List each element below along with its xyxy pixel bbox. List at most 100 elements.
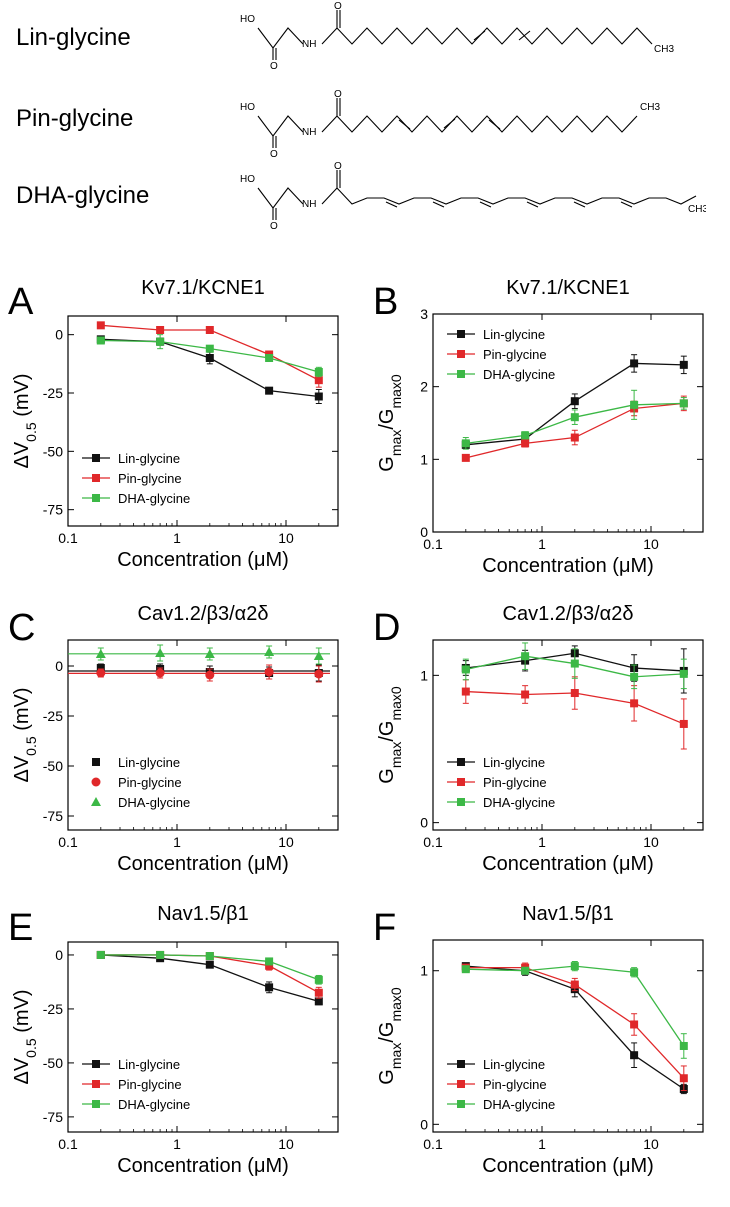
x-axis-label: Concentration (μM)	[482, 555, 654, 577]
legend-marker	[91, 797, 101, 806]
data-point	[264, 667, 274, 677]
data-point	[521, 439, 530, 448]
y-axis-label: Gmax/Gmax0	[376, 987, 404, 1085]
atom-ch3: CH3	[688, 204, 706, 215]
legend: Lin-glycine Pin-glycine DHA-glycine	[82, 451, 190, 506]
x-tick-label: 0.1	[58, 1136, 78, 1152]
atom-ho: HO	[240, 14, 255, 25]
data-point	[314, 997, 323, 1006]
series-pin-glycine	[68, 664, 330, 683]
y-tick-label: 0	[55, 658, 63, 674]
data-point	[630, 1020, 639, 1029]
data-point	[96, 321, 105, 330]
legend-label: Pin-glycine	[118, 1077, 182, 1092]
series-line	[100, 954, 320, 994]
data-point	[521, 431, 530, 440]
plot-frame	[67, 639, 339, 831]
data-point	[679, 399, 688, 408]
atom-nh: NH	[302, 127, 316, 138]
legend-marker	[457, 330, 465, 338]
data-point	[155, 668, 165, 678]
legend-label: DHA-glycine	[483, 795, 555, 810]
data-point	[205, 960, 214, 969]
y-tick-label: -50	[43, 1055, 63, 1071]
legend-marker	[457, 758, 465, 766]
y-tick-label: -75	[43, 1109, 63, 1125]
y-axis-label: Gmax/Gmax0	[376, 686, 404, 784]
legend-marker	[91, 777, 101, 787]
data-point	[265, 354, 274, 362]
chart-e: E Nav1.5/β1 0.1 1 10 0 -25 -50 -75 Concentration …	[8, 903, 339, 1177]
plot-frame	[432, 313, 704, 533]
legend-label: Lin-glycine	[118, 755, 180, 770]
x-tick-label: 0.1	[423, 1136, 443, 1152]
x-axis-label: Concentration (μM)	[117, 1155, 289, 1177]
x-tick-label: 0.1	[423, 834, 443, 850]
legend-marker	[457, 1080, 465, 1088]
x-tick-label: 10	[278, 530, 294, 546]
data-point	[265, 957, 274, 966]
data-point	[265, 386, 274, 395]
legend-label: DHA-glycine	[118, 1097, 190, 1112]
panel-letter: D	[373, 607, 400, 649]
atom-o-acid: O	[270, 149, 278, 158]
y-tick-label: 0	[420, 524, 428, 540]
data-point	[679, 1041, 688, 1050]
legend: Lin-glycine Pin-glycine DHA-glycine	[82, 1057, 190, 1112]
legend-marker	[457, 778, 465, 786]
data-point	[156, 950, 165, 959]
legend-label: Pin-glycine	[118, 775, 182, 790]
chart-b: B Kv7.1/KCNE1 0.1 1 10 0 1 2 3 Concentration (μM)…	[373, 277, 704, 577]
pin-glycine-structure: HO NH O O CH3	[240, 89, 660, 158]
panel-e: E Nav1.5/β1 0.1 1 10 0 -25 -50 -75 Concentration …	[0, 902, 365, 1207]
molecule-name-pin: Pin-glycine	[16, 105, 134, 132]
y-tick-label: 0	[420, 815, 428, 831]
data-point	[521, 966, 530, 975]
chart-c: C Cav1.2/β3/α2δ 0.1 1 10 0 -25 -50 -75 Concentrat…	[8, 603, 339, 875]
data-point	[679, 669, 688, 678]
series-dha-glycine	[461, 961, 688, 1059]
legend-label: Lin-glycine	[483, 1057, 545, 1072]
legend-marker	[457, 798, 465, 806]
legend-label: Lin-glycine	[118, 1057, 180, 1072]
data-point	[570, 433, 579, 442]
data-point	[314, 975, 323, 984]
data-point	[461, 965, 470, 974]
legend-label: Pin-glycine	[483, 775, 547, 790]
legend-label: Pin-glycine	[483, 1077, 547, 1092]
data-point	[265, 983, 274, 992]
data-point	[314, 368, 323, 376]
series-dha-glycine	[96, 334, 323, 378]
chart-title: Cav1.2/β3/α2δ	[503, 603, 634, 625]
panel-b: B Kv7.1/KCNE1 0.1 1 10 0 1 2 3 Concentration (μM)…	[365, 272, 730, 607]
y-tick-label: -25	[43, 1001, 63, 1017]
legend: Lin-glycine Pin-glycine DHA-glycine	[91, 755, 190, 810]
panel-letter: A	[8, 281, 34, 323]
atom-o-amide: O	[334, 89, 342, 100]
dha-glycine-structure: HO NH O O CH3	[240, 161, 706, 230]
data-point	[630, 1051, 639, 1060]
lin-glycine-structure: HO NH O O CH3	[240, 1, 674, 70]
data-point	[630, 359, 639, 368]
y-axis-label: ΔV0.5 (mV)	[11, 687, 39, 782]
data-point	[679, 1074, 688, 1083]
x-tick-label: 1	[538, 536, 546, 552]
y-tick-label: 3	[420, 306, 428, 322]
atom-nh: NH	[302, 199, 316, 210]
data-point	[630, 699, 639, 708]
data-point	[96, 668, 106, 678]
data-point	[96, 664, 105, 672]
series-dha-glycine	[96, 950, 323, 985]
y-tick-label: 2	[420, 379, 428, 395]
x-tick-label: 10	[643, 1136, 659, 1152]
data-point	[204, 649, 215, 658]
x-tick-label: 1	[538, 834, 546, 850]
data-point	[521, 690, 530, 699]
chart-title: Kv7.1/KCNE1	[141, 277, 264, 299]
y-tick-label: -75	[43, 808, 63, 824]
chart-title: Nav1.5/β1	[522, 903, 614, 925]
x-axis-label: Concentration (μM)	[482, 853, 654, 875]
x-axis-label: Concentration (μM)	[117, 549, 289, 571]
legend-marker	[457, 370, 465, 378]
y-tick-label: 1	[420, 667, 428, 683]
